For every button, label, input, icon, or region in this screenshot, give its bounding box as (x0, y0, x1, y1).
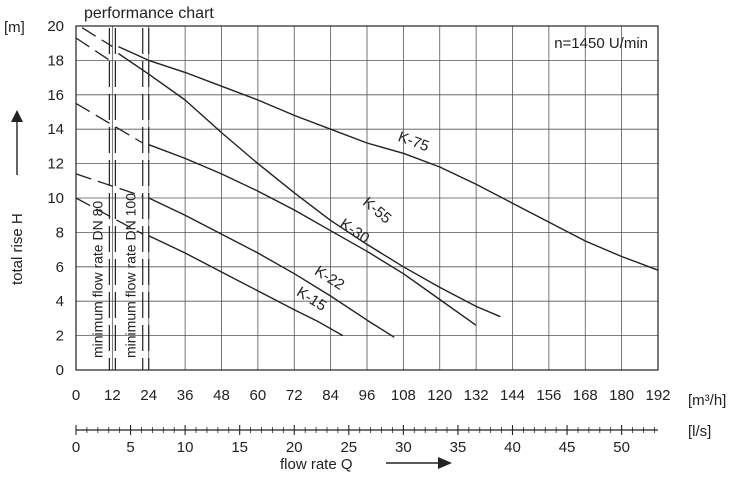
x-tick-label: 60 (250, 387, 267, 404)
ls-tick-label: 20 (286, 439, 303, 456)
x-unit-ls-label: [l/s] (688, 423, 711, 440)
speed-annotation: n=1450 U/min (554, 35, 648, 52)
ls-tick-label: 50 (613, 439, 630, 456)
x-tick-label: 120 (427, 387, 452, 404)
x-tick-label: 108 (391, 387, 416, 404)
curve-k-55 (118, 52, 501, 318)
curve-k-15 (148, 235, 344, 337)
y-axis-label: total rise H (9, 213, 26, 285)
ls-tick-label: 0 (72, 439, 80, 456)
y-tick-label: 18 (47, 52, 64, 69)
ls-tick-label: 35 (450, 439, 467, 456)
ls-tick-label: 40 (504, 439, 521, 456)
x-tick-label: 48 (213, 387, 230, 404)
min-flow-label-2: minimum flow rate DN 100 (123, 193, 139, 358)
y-tick-label: 8 (56, 224, 64, 241)
ls-tick-label: 25 (340, 439, 357, 456)
x-tick-label: 84 (322, 387, 339, 404)
x-tick-label: 132 (464, 387, 489, 404)
y-tick-labels: 0 2 4 6 8 10 12 14 16 18 20 (47, 18, 64, 379)
min-flow-label-1: minimum flow rate DN 80 (89, 201, 105, 358)
y-tick-label: 2 (56, 328, 64, 345)
y-tick-label: 12 (47, 156, 64, 173)
x-tick-label: 12 (104, 387, 121, 404)
x-axis-label: flow rate Q (280, 456, 353, 473)
y-unit-label: [m] (4, 19, 25, 36)
right-arrow-head (438, 457, 452, 469)
dashed-extension-k-30 (75, 102, 144, 144)
plot-frame (75, 25, 659, 371)
right-arrow-icon (386, 457, 452, 469)
x-tick-label: 24 (140, 387, 157, 404)
ls-tick-label: 5 (126, 439, 134, 456)
x-tick-label: 96 (359, 387, 376, 404)
x-unit-m3h-label: [m³/h] (688, 392, 726, 409)
curve-label-k-22: K-22 (311, 263, 347, 294)
curve-k-30 (148, 144, 477, 326)
y-tick-label: 0 (56, 362, 64, 379)
ls-tick-label: 15 (231, 439, 248, 456)
x-tick-label: 144 (500, 387, 525, 404)
y-tick-label: 6 (56, 259, 64, 276)
y-tick-label: 16 (47, 87, 64, 104)
x-tick-label: 180 (609, 387, 634, 404)
ls-tick-label: 45 (559, 439, 576, 456)
min-flow-lines: minimum flow rate DN 80 minimum flow rate… (89, 28, 150, 370)
y-tick-label: 4 (56, 293, 64, 310)
ls-tick-label: 10 (177, 439, 194, 456)
y-tick-label: 20 (47, 18, 64, 35)
x-tick-label: 36 (177, 387, 194, 404)
curve-k-75 (118, 45, 659, 271)
curve-label-k-55: K-55 (359, 194, 394, 227)
pump-curves (118, 45, 659, 338)
y-tick-label: 14 (47, 121, 64, 138)
ls-tick-label: 30 (395, 439, 412, 456)
x-tick-label: 72 (286, 387, 303, 404)
curve-label-k-75: K-75 (396, 128, 432, 155)
x-tick-labels-m3h: 0 12 24 36 48 60 72 84 96 108 120 132 144 156 168 180 19… (72, 387, 671, 404)
y-tick-label: 10 (47, 190, 64, 207)
dashed-extension-k-75 (81, 27, 113, 48)
up-arrow-icon (11, 110, 23, 175)
curve-label-k-15: K-15 (293, 284, 329, 315)
up-arrow-head (11, 110, 23, 122)
ls-axis: 0 5 10 15 20 25 30 35 40 45 50 (72, 425, 658, 456)
dashed-extension-k-55 (75, 37, 113, 63)
x-tick-label: 192 (645, 387, 670, 404)
x-tick-label: 0 (72, 387, 80, 404)
x-tick-label: 168 (573, 387, 598, 404)
curve-k-22 (148, 197, 395, 338)
x-tick-label: 156 (536, 387, 561, 404)
chart-title: performance chart (84, 5, 214, 22)
